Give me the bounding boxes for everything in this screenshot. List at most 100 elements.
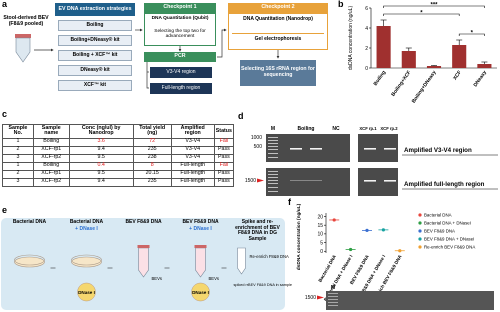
table-cell: Boiling [32, 137, 70, 147]
checkpoint1-step: DNA Quantitation (Qubit) [151, 16, 209, 21]
ladder-band [328, 299, 338, 300]
table-cell: 1 [2, 137, 34, 147]
significance-label: * [471, 31, 474, 37]
table-cell: 2 [2, 145, 34, 155]
ladder-label: 500 [254, 144, 263, 150]
table-row: 2 XCF-rp1 9.5 20.15 Full-length Pass [2, 169, 235, 179]
y-tick-label: 2 [365, 46, 368, 52]
table-cell: XCF-rp1 [32, 169, 70, 179]
ladder-band [268, 146, 278, 147]
lane-label: XCF rp.1 [359, 126, 377, 131]
table-cell: Fail [213, 161, 235, 171]
group-title: BEV F8&9 DNA [125, 219, 162, 225]
lane-label: NC [332, 126, 340, 132]
ladder-band [268, 174, 278, 175]
region-label: Amplified V3-V4 region [404, 147, 472, 154]
header-cell: Sample name [32, 124, 70, 139]
table-cell: 3 [2, 177, 34, 187]
table-row: 3 XCF-rp2 9.4 235 Full-length Pass [2, 177, 235, 187]
checkpoint1-box [144, 13, 216, 46]
y-tick-label: 6 [365, 6, 368, 12]
group-title: Bacterial DNA [12, 219, 47, 225]
ladder-band [328, 296, 338, 297]
table-cell: 238 [132, 153, 172, 163]
gel-band [364, 148, 376, 150]
legend-label: BEV F8&9 DNA + DNaseI [424, 237, 474, 242]
legend-marker [418, 213, 422, 217]
table-cell: V3-V4 [170, 153, 215, 163]
y-axis-title: dsDNA concentration (ng/uL) [348, 6, 354, 71]
gel-band [310, 148, 322, 150]
significance-bracket [458, 33, 485, 36]
x-tick-label: Boiling+DNeasy [411, 70, 438, 105]
checkpoint2-step: DNA Quantitation (Nanodrop) [243, 16, 313, 22]
y-tick-label: 15 [317, 223, 323, 229]
checkpoint1-step: Selecting the top two for advancement [154, 29, 206, 40]
gel-band [290, 148, 302, 150]
x-tick-label: Boiling [373, 70, 388, 87]
ladder-band [268, 183, 278, 184]
table-cell: 9.4 [68, 177, 134, 187]
table-cell: 0.4 [68, 161, 134, 171]
group-title: Spike and re-enrichment of BEV F8&9 DNA … [235, 219, 280, 242]
table-cell: 2 [2, 169, 34, 179]
ladder-band [328, 305, 338, 306]
bevs-label: BEVs [152, 276, 162, 281]
method-item: DNeasy® kit [58, 65, 132, 76]
dish [71, 256, 102, 268]
group-treatment: + DNase I [189, 226, 212, 232]
tube-cap [194, 245, 207, 248]
y-axis-title: dsDNA concentration (ng/uL) [296, 203, 302, 270]
ladder-band [268, 143, 278, 144]
methods-title: EV DNA extraction strategies [55, 3, 135, 16]
table-cell: 8 [132, 161, 172, 171]
data-point [381, 228, 385, 232]
table-cell: Boiling [32, 161, 70, 171]
tube-cap [15, 34, 31, 38]
arrows [34, 28, 280, 89]
table-cell: XCF-rp1 [32, 145, 70, 155]
tube-cap [137, 245, 150, 248]
gel [266, 134, 350, 162]
panel-label: b [338, 0, 344, 9]
header-cell: Total yield (ng) [132, 124, 172, 139]
checkpoint2-box [228, 13, 328, 50]
method-item: Boiling+DNeasy® kit [58, 35, 132, 46]
dish-rim [14, 254, 45, 266]
table-cell: 9.4 [68, 145, 134, 155]
table-cell: 9.5 [68, 169, 134, 179]
bar [401, 51, 416, 68]
table-cell: Pass [213, 177, 235, 187]
data-point [398, 249, 402, 253]
legend-label: Bacterial DNA + DNaseI [424, 221, 471, 226]
table-cell: Full-length [170, 169, 215, 179]
y-tick-label: 0 [320, 249, 323, 255]
significance-label: *** [430, 3, 438, 9]
group-title: BEV F8&9 DNA [182, 219, 219, 225]
table-cell: XCF-rp2 [32, 153, 70, 163]
ladder-band [268, 187, 278, 188]
method-item: Boiling + XCF™ kit [58, 50, 132, 61]
bar [477, 64, 492, 68]
table-cell: 9.5 [68, 153, 134, 163]
ladder-label: 1500 [305, 295, 316, 301]
table-cell: 235 [132, 145, 172, 155]
header-cell: Amplified region [170, 124, 215, 139]
checkpoint1-title: Checkpoint 1 [144, 3, 216, 13]
checkpoint2-step: Gel electrophoresis [232, 33, 324, 43]
significance-bracket [383, 13, 460, 16]
legend-label: Bacterial DNA [424, 213, 452, 218]
bar [452, 45, 467, 68]
table-cell: 3.6 [68, 137, 134, 147]
x-tick-label: DNeasy [473, 70, 489, 89]
table-row: 3 XCF-rp2 9.5 238 V3-V4 Pass [2, 153, 235, 163]
ladder-band [268, 171, 278, 172]
legend-label: Re-enrich BEV F8&9 DNA [424, 245, 475, 250]
dish-rim [71, 254, 102, 266]
legend-label: BEV F8&9 DNA [424, 229, 455, 234]
ladder-label: 1000 [251, 135, 262, 141]
legend-marker [418, 221, 422, 225]
legend-marker [418, 229, 422, 233]
gel [326, 291, 494, 310]
